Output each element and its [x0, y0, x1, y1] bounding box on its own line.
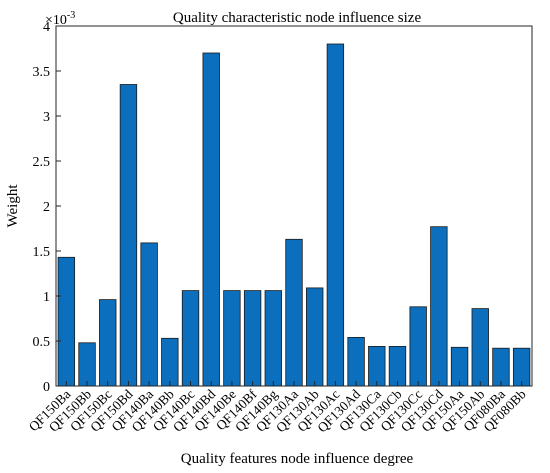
- y-tick-label: 2.5: [33, 155, 51, 170]
- y-tick-label: 1: [43, 290, 50, 305]
- bar-QF130Aa: [285, 238, 303, 387]
- y-tick-label: 4: [43, 20, 50, 35]
- bar-QF150Ba: [57, 256, 76, 387]
- bar-QF130Cd: [430, 226, 448, 387]
- bar-QF130Ca: [368, 345, 386, 387]
- bar-QF140Bf: [243, 290, 262, 387]
- y-tick-label: 0: [43, 380, 50, 395]
- bar-QF130Ac: [326, 43, 345, 387]
- bar-QF140Ba: [140, 242, 158, 387]
- bar-QF130Cc: [409, 306, 427, 387]
- y-tick-label: 3: [43, 110, 50, 125]
- y-tick-label: 3.5: [33, 65, 51, 80]
- bar-QF130Ab: [306, 287, 324, 387]
- y-tick-label: 2: [43, 200, 50, 215]
- bar-QF130Ad: [347, 336, 365, 387]
- bar-QF140Bc: [181, 290, 200, 387]
- bars-group: [57, 43, 531, 387]
- y-tick-label: 0.5: [33, 335, 51, 350]
- plot-frame: [55, 25, 533, 387]
- bar-QF150Aa: [450, 346, 469, 387]
- bar-QF150Bc: [99, 299, 117, 387]
- bar-QF080Bb: [512, 347, 531, 387]
- bar-QF080Ba: [492, 347, 510, 387]
- chart-title: Quality characteristic node influence si…: [173, 10, 422, 26]
- bar-QF150Bb: [78, 342, 96, 387]
- y-axis-exponent: ×10-3: [45, 10, 75, 28]
- y-axis-label: Weight: [5, 184, 21, 228]
- bar-QF140Be: [223, 290, 241, 387]
- y-tick-label: 1.5: [33, 245, 51, 260]
- bar-QF130Cb: [388, 345, 407, 387]
- bar-QF140Bd: [202, 52, 220, 387]
- y-ticks-group: 0 0.5 1 1.5 2 2.5 3 3.5 4: [33, 20, 61, 395]
- bar-QF140Bg: [264, 290, 282, 387]
- x-ticks-group: QF150BaQF150BbQF150BcQF150BdQF140BaQF140…: [26, 381, 529, 435]
- x-axis-label: Quality features node influence degree: [181, 451, 414, 467]
- bar-QF150Bd: [119, 84, 138, 387]
- bar-QF150Ab: [471, 308, 489, 387]
- bar-QF140Bb: [161, 337, 179, 387]
